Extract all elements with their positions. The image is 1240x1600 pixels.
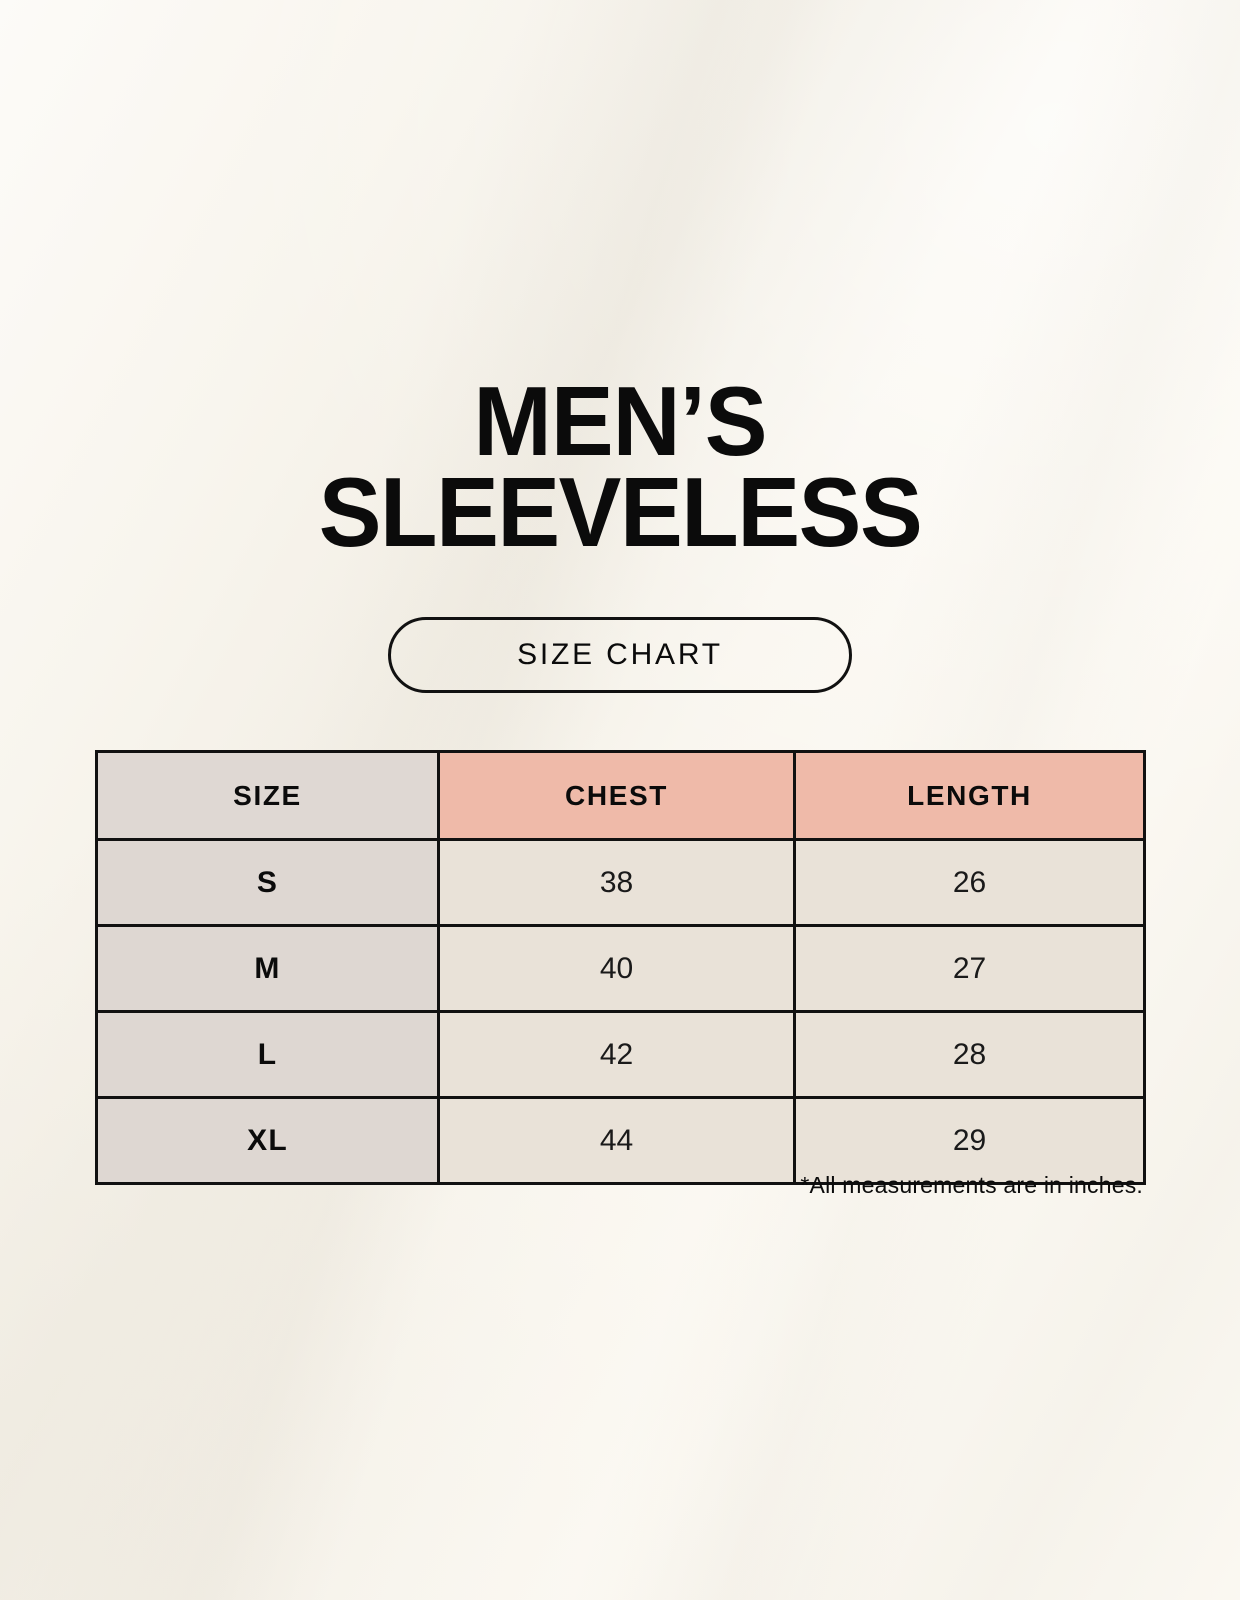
column-header-length: LENGTH — [793, 750, 1146, 841]
table-head: SIZE CHEST LENGTH — [95, 750, 1146, 841]
cell-size: XL — [95, 1096, 440, 1185]
size-chart-badge-wrap: SIZE CHART — [0, 617, 1240, 693]
cell-length: 26 — [793, 838, 1146, 927]
cell-size: L — [95, 1010, 440, 1099]
page-title: MEN’S SLEEVELESS — [0, 366, 1240, 568]
measurements-footnote: *All measurements are in inches. — [800, 1172, 1143, 1198]
table-row: XL 44 29 — [95, 1096, 1146, 1185]
cell-chest: 42 — [437, 1010, 796, 1099]
cell-chest: 44 — [437, 1096, 796, 1185]
table-header-row: SIZE CHEST LENGTH — [95, 750, 1146, 841]
table-row: S 38 26 — [95, 838, 1146, 927]
cell-chest: 40 — [437, 924, 796, 1013]
table-row: L 42 28 — [95, 1010, 1146, 1099]
cell-chest: 38 — [437, 838, 796, 927]
page-title-line-1: MEN’S — [473, 366, 767, 476]
column-header-chest: CHEST — [437, 750, 796, 841]
size-chart-badge: SIZE CHART — [388, 617, 852, 693]
column-header-size: SIZE — [95, 750, 440, 841]
cell-size: S — [95, 838, 440, 927]
page-title-line-2: SLEEVELESS — [318, 457, 923, 568]
cell-length: 29 — [793, 1096, 1146, 1185]
cell-length: 27 — [793, 924, 1146, 1013]
table-row: M 40 27 — [95, 924, 1146, 1013]
size-chart-table: SIZE CHEST LENGTH S 38 26 M 40 27 L 42 2… — [95, 750, 1146, 1185]
table-body: S 38 26 M 40 27 L 42 28 XL 44 29 — [95, 838, 1146, 1185]
cell-length: 28 — [793, 1010, 1146, 1099]
cell-size: M — [95, 924, 440, 1013]
